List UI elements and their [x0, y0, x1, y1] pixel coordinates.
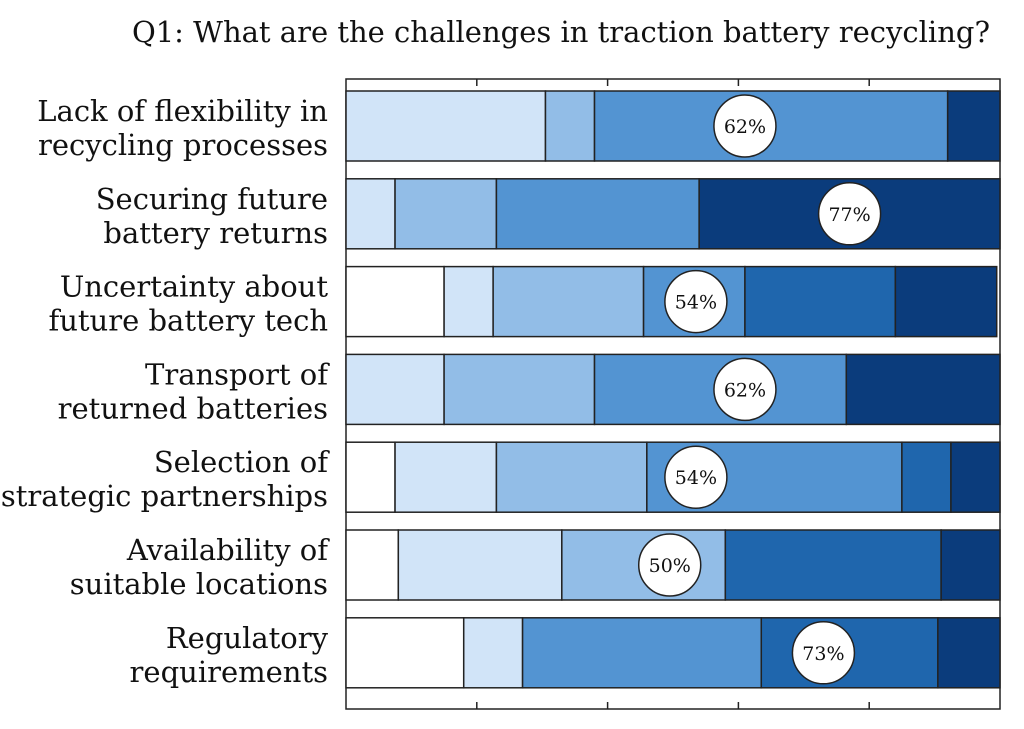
category-label: Lack of flexibility in recycling processe…: [37, 94, 328, 162]
percentage-bubble: [817, 182, 882, 246]
category-label-line: Securing future: [96, 182, 328, 216]
category-label-line: Availability of: [126, 533, 330, 567]
bar-segment: [443, 265, 494, 338]
bar-segment: [345, 441, 396, 513]
plot-area: Lack of flexibility in recycling processe…: [1, 78, 1001, 710]
bar-segment: [462, 617, 524, 689]
percentage-label: 62%: [724, 379, 766, 401]
category-label-line: requirements: [130, 655, 328, 689]
percentage-label: 62%: [724, 116, 766, 138]
percentage-bubble: [637, 533, 702, 597]
bar-segment: [443, 353, 596, 426]
bar-segment: [937, 617, 1001, 689]
bar-segment: [845, 353, 1001, 426]
percentage-bubble: [664, 269, 728, 334]
bar-segment: [492, 265, 645, 338]
bar-segment: [894, 265, 998, 338]
category-label-line: returned batteries: [58, 391, 328, 425]
percentage-bubble: [713, 94, 777, 158]
bar-segment: [394, 441, 498, 513]
bar-segment: [901, 441, 952, 513]
bar-segment: [397, 529, 563, 601]
bar-segment: [521, 617, 763, 689]
category-label-line: Lack of flexibility in: [37, 94, 328, 128]
bar-segment: [394, 178, 498, 250]
percentage-label: 54%: [675, 467, 717, 489]
bar-segment: [940, 529, 1001, 601]
category-label: Regulatory requirements: [130, 621, 329, 689]
percentage-label: 77%: [828, 204, 870, 226]
category-label-line: suitable locations: [70, 567, 328, 601]
category-label-line: future battery tech: [48, 304, 328, 338]
category-label-line: battery returns: [103, 216, 328, 250]
bar-segment: [946, 90, 1001, 162]
category-label-line: recycling processes: [38, 128, 328, 162]
bar-segment: [345, 265, 445, 338]
category-label-line: Selection of: [154, 445, 330, 479]
category-label-line: Transport of: [145, 357, 330, 391]
bar-segment: [950, 441, 1001, 513]
category-label: Availability of suitable locations: [70, 533, 330, 601]
chart-title: Q1: What are the challenges in traction …: [132, 15, 990, 49]
category-label: Securing future battery returns: [96, 182, 328, 250]
bar-segment: [345, 529, 400, 601]
percentage-label: 73%: [802, 643, 844, 665]
bar-segment: [495, 178, 700, 250]
percentage-bubble: [791, 621, 856, 685]
category-label-line: strategic partnerships: [1, 479, 328, 513]
bar-segment: [724, 529, 942, 601]
bar-segment: [495, 441, 648, 513]
percentage-bubble: [664, 445, 728, 509]
category-label-line: Uncertainty about: [60, 270, 329, 304]
category-label: Uncertainty about future battery tech: [48, 270, 328, 338]
bar-segment: [345, 617, 465, 689]
bar-segment: [345, 353, 445, 426]
bar-segment: [544, 90, 596, 162]
percentage-bubble: [713, 357, 777, 422]
category-label: Selection of strategic partnerships: [1, 445, 330, 513]
percentage-label: 50%: [649, 555, 691, 577]
bar-segment: [345, 178, 396, 250]
category-label-line: Regulatory: [166, 621, 329, 655]
bar-segment: [345, 90, 547, 162]
category-label: Transport of returned batteries: [58, 357, 331, 425]
percentage-label: 54%: [675, 292, 717, 314]
bar-segment: [744, 265, 897, 338]
